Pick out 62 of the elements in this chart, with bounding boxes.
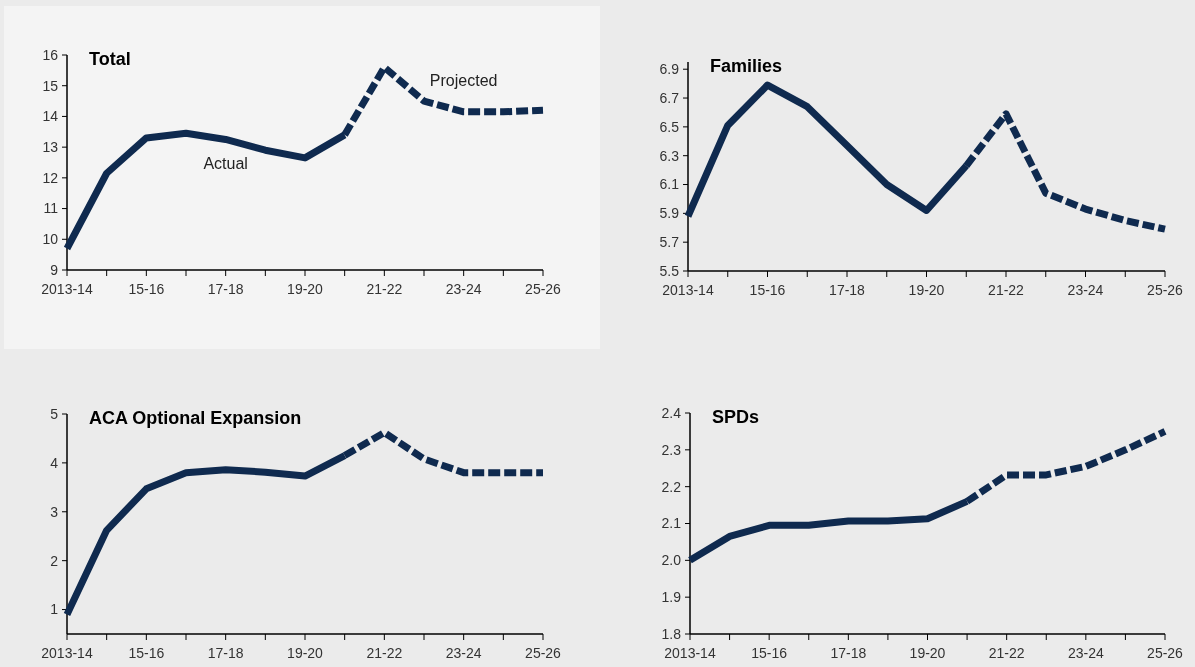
x-tick-label: 15-16 xyxy=(751,645,788,661)
y-tick-label: 1 xyxy=(50,601,59,618)
y-tick-label: 16 xyxy=(42,46,59,63)
x-tick-label: 21-22 xyxy=(366,281,403,297)
y-tick-label: 5.9 xyxy=(659,205,680,222)
y-tick-label: 5.7 xyxy=(659,234,680,251)
chart-title: Total xyxy=(89,49,131,69)
x-tick-label: 2013-14 xyxy=(664,645,716,661)
x-tick-label: 25-26 xyxy=(1147,282,1184,298)
y-tick-label: 5 xyxy=(50,405,59,422)
y-tick-label: 9 xyxy=(50,261,59,278)
x-tick-label: 21-22 xyxy=(366,645,403,661)
y-tick-label: 6.5 xyxy=(659,118,680,135)
x-tick-label: 2013-14 xyxy=(662,282,714,298)
y-tick-label: 1.8 xyxy=(661,625,682,642)
chart-title: SPDs xyxy=(712,407,760,427)
x-tick-label: 19-20 xyxy=(909,645,946,661)
y-tick-label: 12 xyxy=(42,169,59,186)
chart-title: Families xyxy=(710,56,783,76)
x-tick-label: 17-18 xyxy=(829,282,866,298)
x-tick-label: 23-24 xyxy=(1067,645,1104,661)
x-tick-label: 25-26 xyxy=(1147,645,1184,661)
x-tick-label: 25-26 xyxy=(525,645,562,661)
x-tick-label: 23-24 xyxy=(445,645,482,661)
y-tick-label: 2.3 xyxy=(661,441,682,458)
x-tick-label: 17-18 xyxy=(207,281,244,297)
y-tick-label: 4 xyxy=(50,454,59,471)
y-tick-label: 14 xyxy=(42,108,59,125)
x-tick-label: 23-24 xyxy=(1067,282,1104,298)
y-tick-label: 2.4 xyxy=(661,404,682,421)
y-tick-label: 6.7 xyxy=(659,89,680,106)
x-tick-label: 2013-14 xyxy=(41,645,93,661)
y-tick-label: 2 xyxy=(50,552,59,569)
x-tick-label: 19-20 xyxy=(287,645,324,661)
x-tick-label: 17-18 xyxy=(207,645,244,661)
x-tick-label: 25-26 xyxy=(525,281,562,297)
x-tick-label: 15-16 xyxy=(749,282,786,298)
y-tick-label: 5.5 xyxy=(659,262,680,279)
x-tick-label: 15-16 xyxy=(128,645,165,661)
y-tick-label: 3 xyxy=(50,503,59,520)
y-tick-label: 2.2 xyxy=(661,478,682,495)
x-tick-label: 17-18 xyxy=(830,645,867,661)
y-tick-label: 1.9 xyxy=(661,589,682,606)
y-tick-label: 2.0 xyxy=(661,552,682,569)
y-tick-label: 6.3 xyxy=(659,147,680,164)
x-tick-label: 21-22 xyxy=(988,282,1025,298)
x-tick-label: 21-22 xyxy=(988,645,1025,661)
y-tick-label: 11 xyxy=(43,200,59,217)
y-tick-label: 6.9 xyxy=(659,61,680,78)
x-tick-label: 19-20 xyxy=(908,282,945,298)
x-tick-label: 19-20 xyxy=(287,281,324,297)
x-tick-label: 23-24 xyxy=(445,281,482,297)
x-tick-label: 2013-14 xyxy=(41,281,93,297)
y-tick-label: 2.1 xyxy=(661,515,682,532)
y-tick-label: 15 xyxy=(42,77,59,94)
annotation: Projected xyxy=(429,71,498,89)
x-tick-label: 15-16 xyxy=(128,281,165,297)
y-tick-label: 13 xyxy=(42,139,59,156)
y-tick-label: 10 xyxy=(42,231,59,248)
chart-title: ACA Optional Expansion xyxy=(89,408,302,428)
annotation: Actual xyxy=(203,155,248,173)
y-tick-label: 6.1 xyxy=(659,176,680,193)
